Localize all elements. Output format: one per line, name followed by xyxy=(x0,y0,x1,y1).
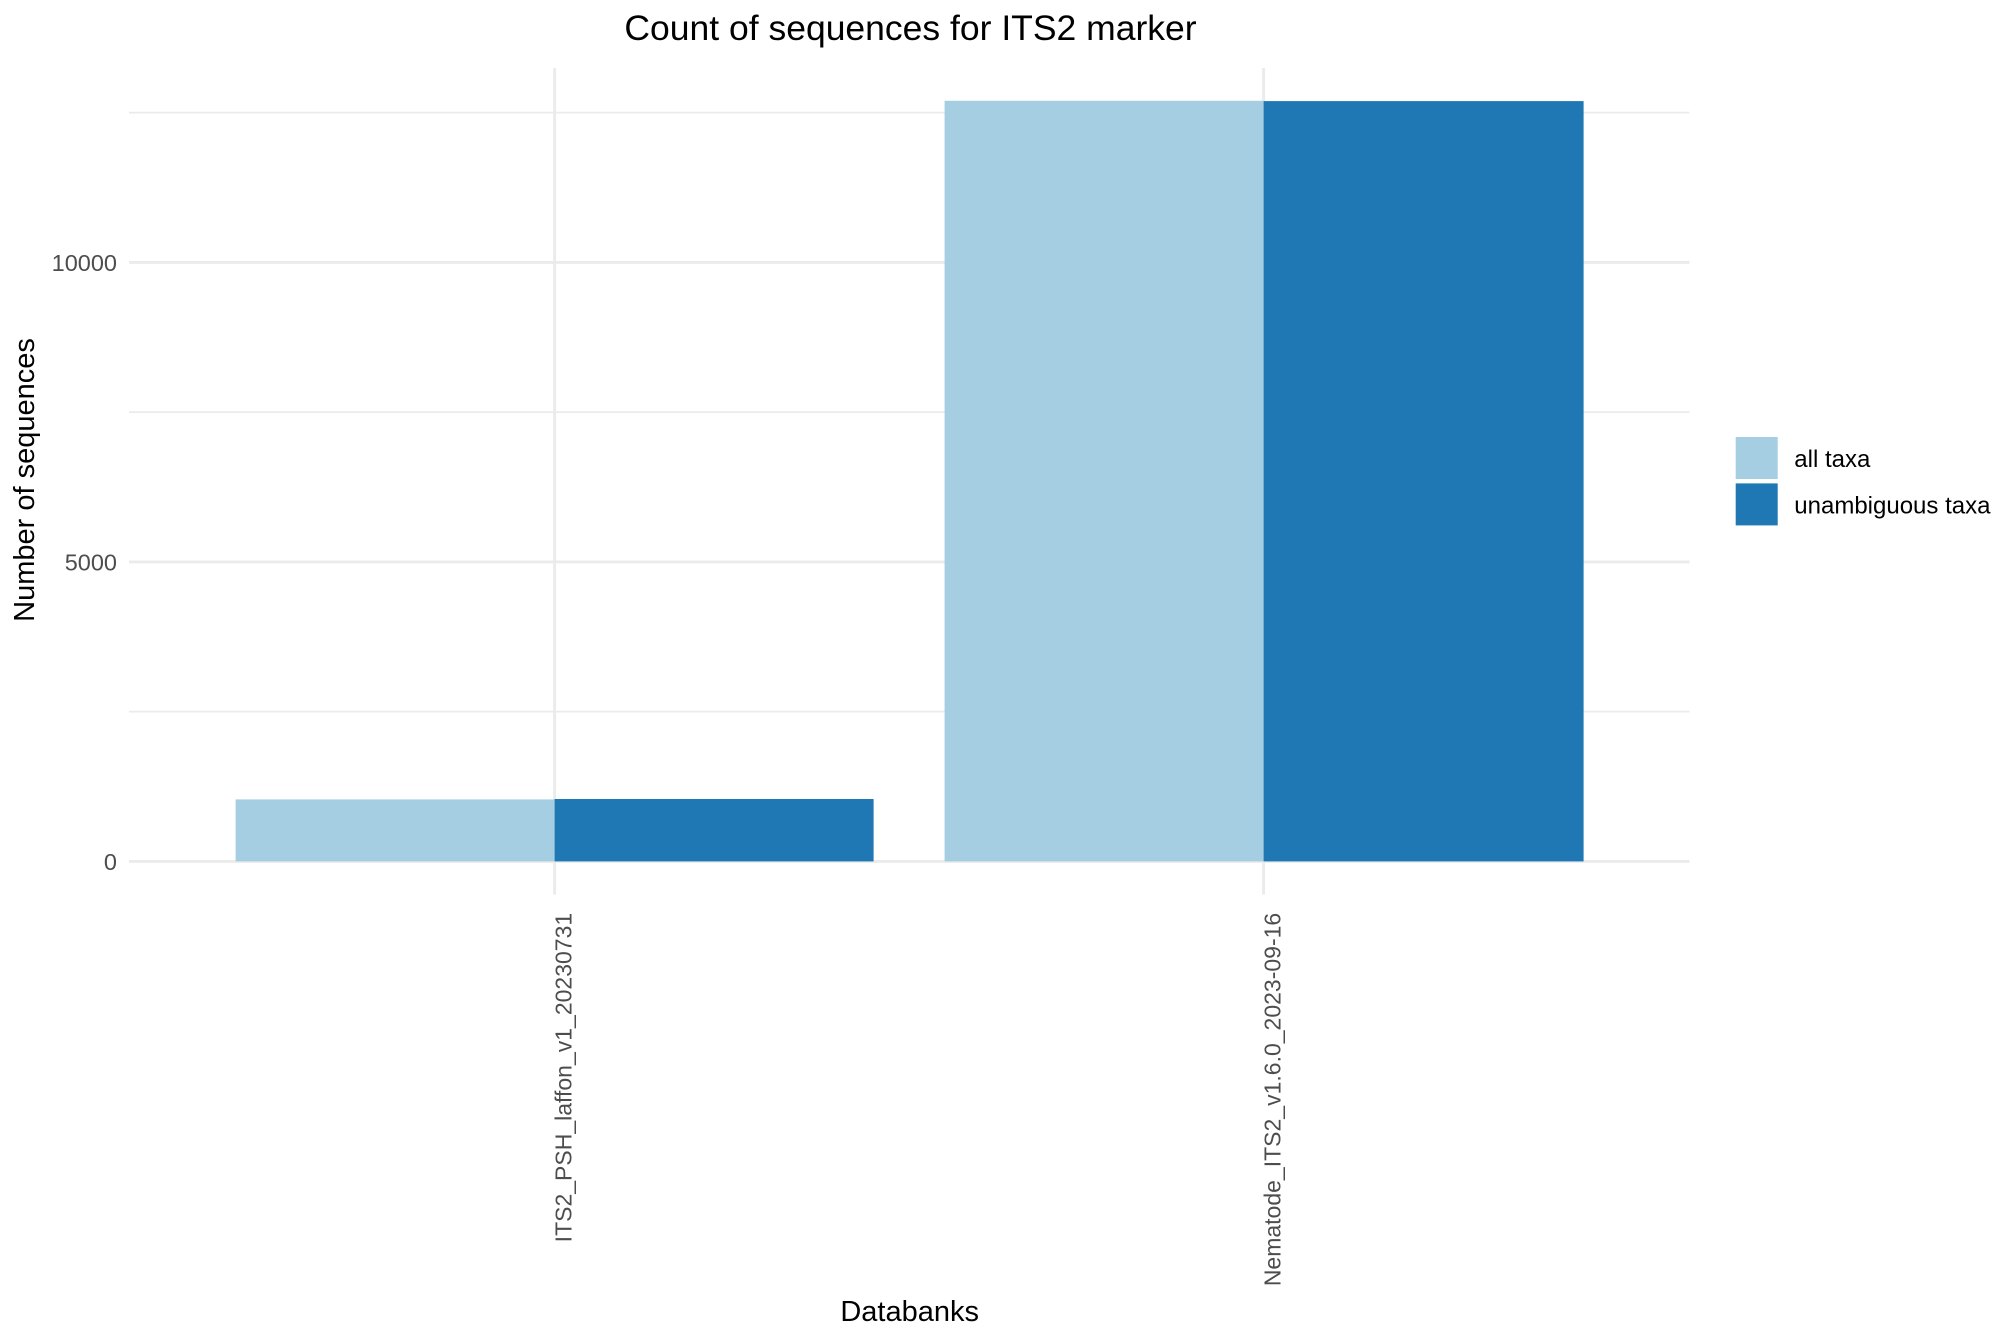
svg-text:unambiguous taxa: unambiguous taxa xyxy=(1794,492,1991,519)
svg-text:0: 0 xyxy=(104,849,117,875)
svg-text:Number of sequences: Number of sequences xyxy=(9,338,41,622)
svg-text:Nematode_ITS2_v1.6.0_2023-09-1: Nematode_ITS2_v1.6.0_2023-09-16 xyxy=(1260,913,1286,1286)
svg-text:5000: 5000 xyxy=(65,550,117,576)
svg-text:all taxa: all taxa xyxy=(1794,446,1871,473)
svg-text:Databanks: Databanks xyxy=(840,1296,979,1328)
svg-text:10000: 10000 xyxy=(52,250,117,276)
svg-text:Count of sequences for ITS2 ma: Count of sequences for ITS2 marker xyxy=(624,8,1196,48)
svg-text:ITS2_PSH_laffon_v1_20230731: ITS2_PSH_laffon_v1_20230731 xyxy=(551,913,577,1243)
